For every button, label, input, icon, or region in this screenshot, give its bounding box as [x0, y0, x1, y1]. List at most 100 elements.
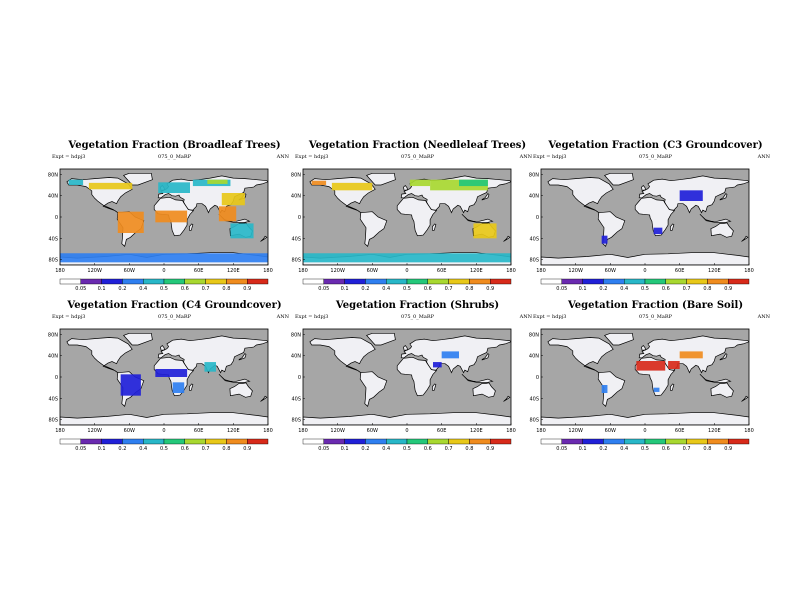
chart-subtitle: 075_0_MaRP	[639, 314, 672, 320]
land-eurasia	[157, 335, 268, 374]
lat-tick-label: 40S	[291, 396, 301, 402]
colorbar-swatch	[385, 438, 408, 445]
colorbar-swatch	[582, 278, 604, 285]
land-australia	[472, 382, 496, 398]
colorbar-swatch	[122, 438, 144, 445]
map-plot: 180 120W 60W 0 60E 120E 180 80N 40N 0 40S 80S 0.05 0.…	[291, 328, 516, 452]
colorbar-tick-label: 0.4	[620, 286, 628, 292]
land-namerica	[547, 177, 614, 213]
data-region	[230, 223, 254, 239]
lon-tick-label: 180	[506, 268, 516, 274]
colorbar-tick-label: 0.8	[465, 446, 473, 452]
colorbar-swatch	[80, 278, 102, 285]
data-region	[473, 223, 497, 239]
colorbar-swatch	[184, 438, 206, 445]
land-africa	[396, 196, 438, 237]
land-madagascar	[189, 383, 194, 391]
colorbar-swatch	[406, 438, 428, 445]
chart-panel: Vegetation Fraction (Shrubs) Expt = hdpj3…	[291, 300, 540, 470]
season-label: ANN	[519, 314, 532, 320]
colorbar-swatch	[448, 278, 470, 285]
lat-tick-label: 80N	[291, 332, 301, 338]
data-region	[601, 385, 608, 393]
chart-panel: Vegetation Fraction (C3 Groundcover) Expt…	[529, 140, 778, 310]
colorbar-swatch	[707, 278, 729, 285]
lat-tick-label: 0	[536, 215, 539, 221]
lon-tick-label: 60E	[675, 428, 685, 434]
data-region	[653, 387, 660, 392]
colorbar-tick-label: 0.05	[318, 286, 329, 292]
lat-tick-label: 80N	[48, 172, 58, 178]
data-region	[218, 206, 237, 222]
chart-title: Vegetation Fraction (Bare Soil)	[567, 300, 744, 311]
colorbar-swatch	[561, 438, 583, 445]
colorbar-tick-label: 0.6	[181, 446, 189, 452]
chart-panel: Vegetation Fraction (C4 Groundcover) Expt…	[48, 300, 297, 470]
land-greenland	[603, 332, 634, 346]
data-region	[68, 179, 84, 185]
colorbar-tick-label: 0.05	[75, 446, 86, 452]
lon-tick-label: 120E	[470, 268, 483, 274]
expt-label: Expt = hdpj3	[533, 314, 567, 320]
data-region	[172, 382, 185, 393]
lon-tick-label: 180	[298, 428, 308, 434]
lon-tick-label: 120W	[330, 428, 345, 434]
land-indonesia	[461, 214, 494, 223]
lat-tick-label: 0	[298, 375, 301, 381]
colorbar-tick-label: 0.4	[139, 446, 147, 452]
colorbar-tick-label: 0.2	[361, 446, 369, 452]
lon-tick-label: 180	[298, 268, 308, 274]
colorbar-tick-label: 0.2	[361, 286, 369, 292]
lat-tick-label: 0	[55, 375, 58, 381]
lon-tick-label: 120E	[708, 268, 721, 274]
land-nz	[741, 235, 749, 242]
data-region	[303, 253, 511, 263]
colorbar-tick-label: 0.5	[403, 286, 411, 292]
colorbar-tick-label: 0.1	[98, 286, 106, 292]
colorbar-swatch	[302, 438, 324, 445]
land-nz	[260, 395, 268, 402]
colorbar-tick-label: 0.7	[445, 286, 453, 292]
land-africa	[396, 356, 438, 397]
colorbar-swatch	[344, 438, 366, 445]
data-region	[155, 210, 188, 223]
lat-tick-label: 0	[536, 375, 539, 381]
land-namerica	[309, 337, 376, 373]
lat-tick-label: 40S	[48, 396, 58, 402]
colorbar-swatch	[406, 278, 428, 285]
land-madagascar	[670, 223, 675, 231]
colorbar-tick-label: 0.8	[222, 446, 230, 452]
land-australia	[710, 222, 734, 238]
colorbar-tick-label: 0.6	[181, 286, 189, 292]
season-label: ANN	[276, 314, 289, 320]
colorbar-swatch	[489, 438, 512, 445]
colorbar-tick-label: 0.9	[243, 446, 251, 452]
colorbar-tick-label: 0.4	[139, 286, 147, 292]
data-region	[204, 362, 216, 372]
lat-tick-label: 0	[298, 215, 301, 221]
lon-tick-label: 60W	[124, 268, 135, 274]
chart-title: Vegetation Fraction (C3 Groundcover)	[548, 140, 763, 151]
data-region	[207, 179, 228, 184]
lat-tick-label: 80N	[291, 172, 301, 178]
colorbar-swatch	[163, 278, 185, 285]
colorbar-swatch	[163, 438, 185, 445]
colorbar-tick-label: 0.6	[662, 446, 670, 452]
data-region	[158, 182, 190, 193]
lat-tick-label: 0	[55, 215, 58, 221]
colorbar-swatch	[142, 438, 165, 445]
colorbar-swatch	[205, 278, 227, 285]
colorbar-swatch	[246, 278, 269, 285]
colorbar-swatch	[623, 438, 646, 445]
lon-tick-label: 180	[55, 428, 65, 434]
lon-tick-label: 120W	[568, 428, 583, 434]
colorbar-swatch	[686, 438, 708, 445]
colorbar-swatch	[727, 278, 750, 285]
colorbar-tick-label: 0.4	[382, 446, 390, 452]
colorbar-swatch	[205, 438, 227, 445]
land-nz	[741, 395, 749, 402]
lon-tick-label: 0	[405, 428, 408, 434]
lat-tick-label: 80S	[529, 258, 539, 264]
colorbar-swatch	[707, 438, 729, 445]
data-region	[433, 362, 442, 368]
